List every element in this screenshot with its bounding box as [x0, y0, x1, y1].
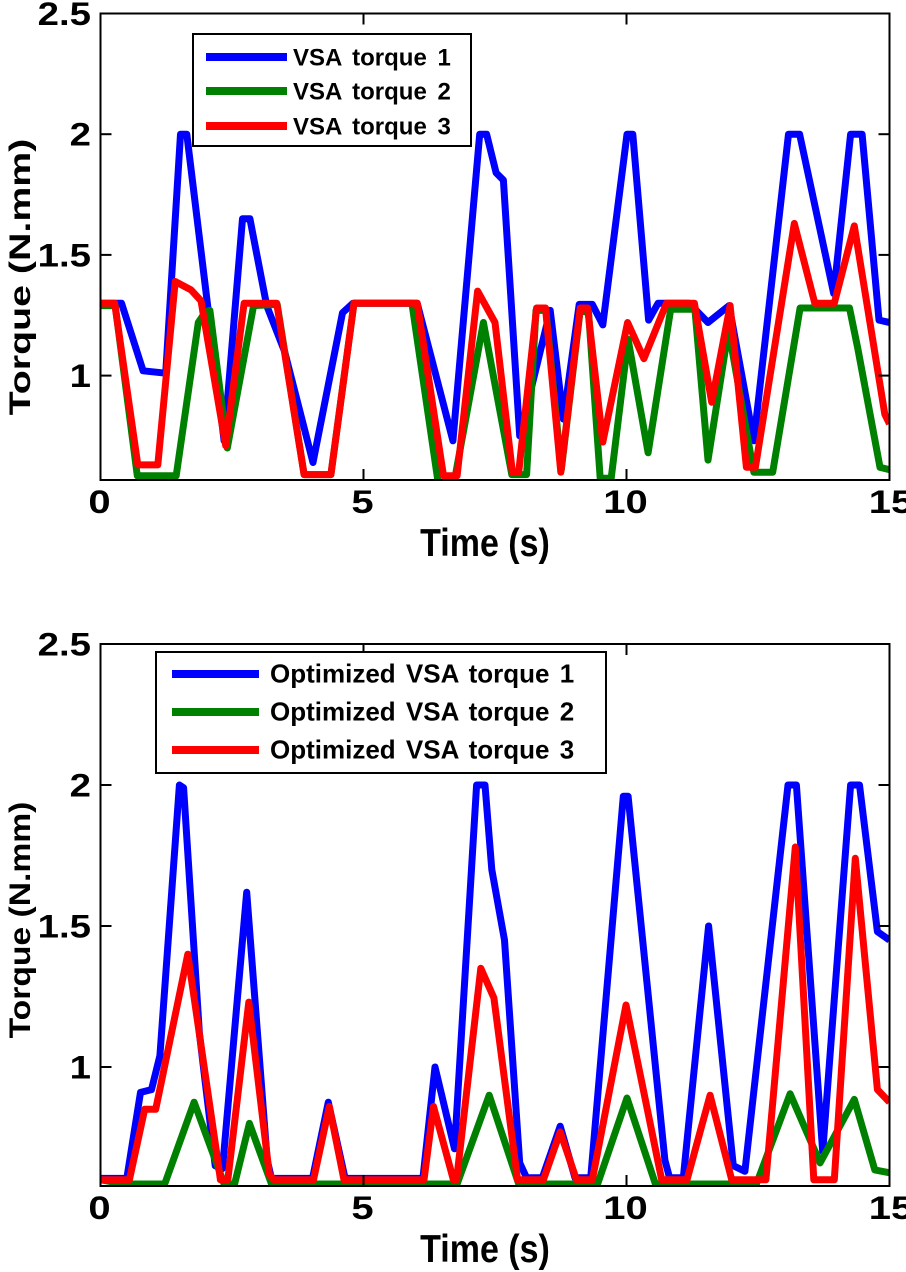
svg-text:Time (s): Time (s)	[420, 521, 550, 565]
svg-text:VSA torque 3: VSA torque 3	[293, 114, 451, 141]
svg-text:0: 0	[88, 484, 110, 520]
svg-text:2: 2	[70, 768, 91, 803]
svg-text:VSA torque 2: VSA torque 2	[293, 79, 451, 106]
svg-text:5: 5	[351, 484, 373, 520]
svg-text:0: 0	[88, 1190, 110, 1226]
svg-text:1.5: 1.5	[38, 238, 91, 273]
svg-text:Optimized VSA torque 2: Optimized VSA torque 2	[270, 697, 574, 727]
svg-text:15: 15	[869, 484, 906, 520]
svg-text:Torque (N.mm): Torque (N.mm)	[3, 802, 37, 1039]
svg-text:10: 10	[603, 484, 648, 520]
svg-text:2.5: 2.5	[38, 0, 91, 32]
svg-text:1.5: 1.5	[38, 909, 91, 944]
svg-text:Torque (N.mm): Torque (N.mm)	[3, 139, 36, 416]
svg-text:Time (s): Time (s)	[420, 1227, 550, 1271]
svg-text:15: 15	[869, 1190, 906, 1226]
svg-text:10: 10	[603, 1190, 648, 1226]
svg-text:Optimized VSA torque 3: Optimized VSA torque 3	[270, 735, 574, 765]
svg-text:1: 1	[70, 1050, 91, 1085]
svg-text:2: 2	[70, 118, 91, 153]
svg-text:1: 1	[70, 359, 91, 394]
svg-text:Optimized VSA torque 1: Optimized VSA torque 1	[270, 659, 574, 689]
svg-text:5: 5	[351, 1190, 373, 1226]
svg-text:VSA torque 1: VSA torque 1	[293, 45, 451, 72]
svg-text:2.5: 2.5	[38, 627, 91, 662]
